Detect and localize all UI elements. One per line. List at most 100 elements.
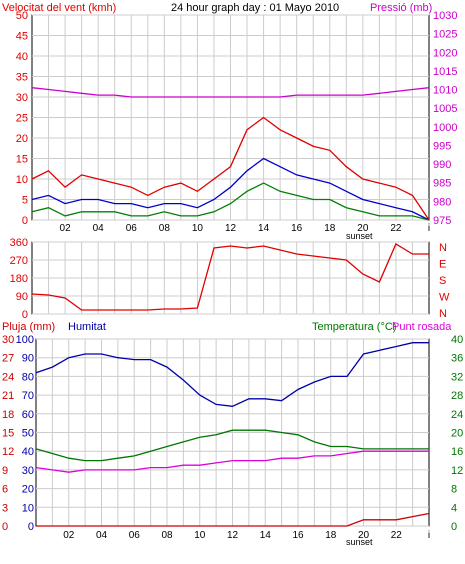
wind-x-tick-label: 20: [357, 223, 369, 234]
wind-x-tick-label: 10: [192, 223, 204, 234]
sunset-label-bottom: sunset: [346, 537, 373, 547]
direction-y-tick-label: 90: [16, 291, 28, 303]
bottom-x-tick-label: 22: [391, 530, 403, 541]
sunset-label-top: sunset: [346, 231, 373, 241]
direction-y-tick-label: 180: [10, 273, 28, 285]
rain-y-tick-label: 27: [2, 353, 14, 365]
temperature-y-tick-label: 40: [451, 334, 463, 346]
bottom-x-tick-label: 08: [161, 530, 173, 541]
wind-series-max: [31, 116, 430, 221]
wind-y-tick-label: 25: [16, 113, 28, 125]
rain-y-tick-label: 12: [2, 446, 14, 458]
wind-y-tick-label: 10: [16, 174, 28, 186]
humidity-y-tick-label: 70: [22, 390, 34, 402]
humidity-y-tick-label: 50: [22, 428, 34, 440]
rain-y-tick-label: 21: [2, 390, 14, 402]
bottom-x-tick-label: 06: [129, 530, 141, 541]
pressure-y-tick-label: 975: [433, 215, 451, 227]
humidity-title: Humitat: [68, 321, 106, 333]
humidity-y-tick-label: 60: [22, 409, 34, 421]
pressure-y-tick-label: 985: [433, 178, 451, 190]
bottom-x-tick-label: 20: [358, 530, 370, 541]
temperature-y-tick-label: 36: [451, 353, 463, 365]
bottom-series-punt-rosada: [35, 450, 429, 473]
rain-y-tick-label: 9: [2, 465, 8, 477]
rain-y-tick-label: 6: [2, 484, 8, 496]
wind-x-tick-label: i: [428, 223, 430, 234]
humidity-y-tick-label: 10: [22, 502, 34, 514]
wind-x-tick-label: 14: [258, 223, 270, 234]
rain-y-tick-label: 0: [2, 521, 8, 533]
bottom-x-tick-label: 18: [325, 530, 337, 541]
bottom-series-pluja--mm-: [36, 512, 430, 527]
temperature-title: Temperatura (°C): [312, 321, 396, 333]
temperature-y-tick-label: 0: [451, 521, 457, 533]
rain-y-tick-label: 24: [2, 371, 14, 383]
wind-y-tick-label: 0: [22, 215, 28, 227]
humidity-y-tick-label: 80: [22, 371, 34, 383]
compass-tick-label: W: [439, 292, 450, 304]
wind-x-tick-label: 02: [60, 223, 72, 234]
bottom-x-tick-label: 16: [292, 530, 304, 541]
temperature-y-tick-label: 16: [451, 446, 463, 458]
pressure-y-tick-label: 1030: [433, 10, 457, 22]
compass-tick-label: N: [439, 308, 447, 320]
wind-series-avg: [31, 157, 430, 221]
bottom-x-tick-label: i: [428, 530, 430, 541]
pressure-y-tick-label: 1015: [433, 66, 457, 78]
direction-series: [31, 243, 429, 311]
temperature-y-tick-label: 20: [451, 428, 463, 440]
rain-y-tick-label: 18: [2, 409, 14, 421]
wind-x-tick-label: 08: [159, 223, 171, 234]
rain-y-tick-label: 3: [2, 502, 8, 514]
dewpoint-title: Punt rosada: [392, 321, 452, 333]
direction-y-tick-label: 0: [22, 309, 28, 321]
rain-y-tick-label: 15: [2, 428, 14, 440]
humidity-y-tick-label: 20: [22, 484, 34, 496]
bottom-x-tick-label: 14: [260, 530, 272, 541]
wind-y-tick-label: 15: [16, 154, 28, 166]
temperature-y-tick-label: 8: [451, 484, 457, 496]
wind-y-tick-label: 35: [16, 72, 28, 84]
wind-x-tick-label: 22: [390, 223, 402, 234]
wind-y-tick-label: 45: [16, 31, 28, 43]
pressure-y-tick-label: 1010: [433, 85, 457, 97]
bottom-x-tick-label: 10: [194, 530, 206, 541]
wind-y-tick-label: 5: [22, 195, 28, 207]
wind-y-tick-label: 50: [16, 10, 28, 22]
wind-left-title: Velocitat del vent (kmh): [2, 2, 116, 14]
compass-tick-label: S: [439, 275, 446, 287]
wind-series-pressi---mb-: [31, 87, 430, 98]
pressure-y-tick-label: 980: [433, 196, 451, 208]
wind-y-tick-label: 40: [16, 51, 28, 63]
bottom-series-temperatura---c-: [35, 429, 429, 462]
direction-y-tick-label: 270: [10, 255, 28, 267]
pressure-y-tick-label: 1000: [433, 122, 457, 134]
pressure-y-tick-label: 1020: [433, 47, 457, 59]
wind-series-low: [31, 182, 430, 221]
compass-tick-label: N: [439, 242, 447, 254]
bottom-x-tick-label: 02: [63, 530, 75, 541]
humidity-y-tick-label: 90: [22, 353, 34, 365]
wind-x-tick-label: 16: [291, 223, 303, 234]
wind-x-tick-label: 12: [225, 223, 237, 234]
bottom-x-tick-label: 12: [227, 530, 239, 541]
temperature-y-tick-label: 4: [451, 502, 457, 514]
pressure-y-tick-label: 995: [433, 140, 451, 152]
wind-x-tick-label: 18: [324, 223, 336, 234]
pressure-y-tick-label: 1025: [433, 29, 457, 41]
temperature-y-tick-label: 12: [451, 465, 463, 477]
bottom-series-humitat: [35, 342, 429, 407]
rain-title: Pluja (mm): [2, 321, 55, 333]
humidity-y-tick-label: 30: [22, 465, 34, 477]
humidity-y-tick-label: 0: [28, 521, 34, 533]
wind-y-tick-label: 20: [16, 133, 28, 145]
humidity-y-tick-label: 40: [22, 446, 34, 458]
temperature-y-tick-label: 24: [451, 409, 463, 421]
humidity-y-tick-label: 100: [16, 334, 34, 346]
bottom-x-tick-label: 04: [96, 530, 108, 541]
pressure-y-tick-label: 1005: [433, 103, 457, 115]
temperature-y-tick-label: 28: [451, 390, 463, 402]
wind-x-tick-label: 04: [93, 223, 105, 234]
